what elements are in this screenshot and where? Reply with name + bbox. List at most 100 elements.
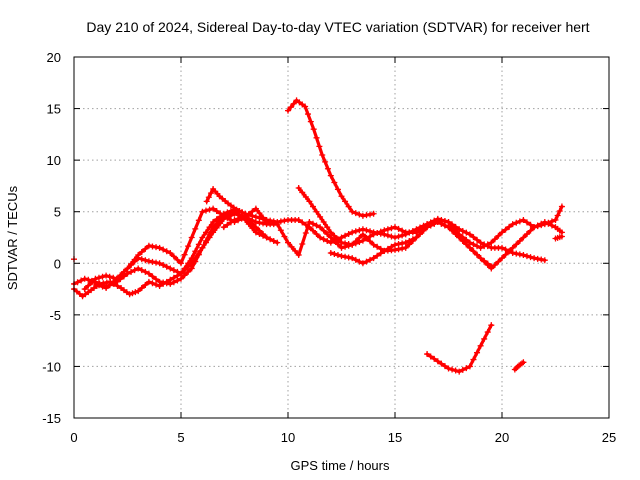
data-point [92,275,99,282]
data-point [541,257,548,264]
y-tick-label: 10 [47,153,61,168]
data-point [456,234,463,241]
data-point [310,126,317,133]
data-point [342,232,349,239]
data-point [392,224,398,231]
data-point [388,225,395,232]
data-point [531,255,538,262]
data-point [466,231,473,238]
data-point [313,208,320,215]
data-point [509,221,516,228]
data-point [395,225,402,232]
data-point [345,203,352,210]
data-point [327,172,334,179]
data-point [188,260,195,267]
data-point [449,366,456,373]
data-point [516,218,523,225]
series-band [286,98,376,218]
y-axis-label: SDTVAR / TECUs [5,185,20,290]
data-point [307,118,314,125]
data-point [523,231,530,238]
data-point [88,279,95,286]
data-point [195,249,202,256]
data-point [392,241,398,248]
data-point [545,220,552,227]
data-point [295,216,302,223]
data-point [103,285,110,292]
series-arc-11 [511,359,527,373]
data-point [520,252,527,259]
data-point [181,251,188,258]
data-point [523,219,530,226]
data-point [395,241,402,248]
data-point [538,220,545,227]
data-point [252,205,259,212]
data-point [235,215,242,222]
data-point [395,233,402,240]
data-point [349,255,356,262]
data-point [349,241,356,248]
data-point [205,194,212,201]
data-point [552,216,559,223]
data-point [313,134,320,141]
data-point [438,360,445,367]
data-point [402,239,409,246]
data-point [554,212,561,219]
data-point [153,276,160,283]
data-point [309,203,316,210]
data-point [495,258,502,265]
data-point [363,212,370,219]
data-point [142,257,149,264]
data-point [345,254,352,261]
data-point [124,265,131,272]
data-point [474,349,481,356]
data-point [548,222,555,229]
data-point [352,228,359,235]
data-point [331,251,338,258]
data-point [145,242,152,249]
data-point [149,243,156,250]
data-point [129,290,136,297]
series-arc-7 [285,97,377,219]
plot-frame [73,56,610,419]
data-point [285,239,291,246]
data-point [309,220,316,227]
data-point [342,240,349,247]
data-point [441,222,448,229]
data-point [174,277,181,284]
data-point [445,224,452,231]
data-point [202,239,209,246]
data-point [227,219,234,226]
axis-ticks: 0 5 10 15 20 25 -15 -10 -5 0 5 10 15 20 [42,50,616,445]
data-point [260,231,267,238]
data-point [527,221,534,228]
data-point [445,365,452,372]
data-point [135,265,142,272]
data-point [306,219,313,226]
data-point [388,243,395,250]
data-point [138,256,145,263]
y-tick-label: 20 [47,50,61,65]
data-point [477,342,484,349]
data-point [370,241,377,248]
series-arc-9 [327,219,565,272]
data-point [299,241,306,248]
data-point [78,277,85,284]
data-point [463,229,470,236]
data-point [427,353,434,360]
data-point [466,244,473,251]
data-point [558,203,565,210]
data-point [174,268,181,275]
data-point [199,208,206,215]
data-point [481,243,488,250]
data-point [452,231,459,238]
data-point [420,227,427,234]
data-point [456,226,463,233]
data-point [466,239,473,246]
data-point [399,245,406,252]
data-point [217,210,224,217]
data-point [106,281,113,288]
data-point [484,329,491,336]
data-point [459,237,466,244]
